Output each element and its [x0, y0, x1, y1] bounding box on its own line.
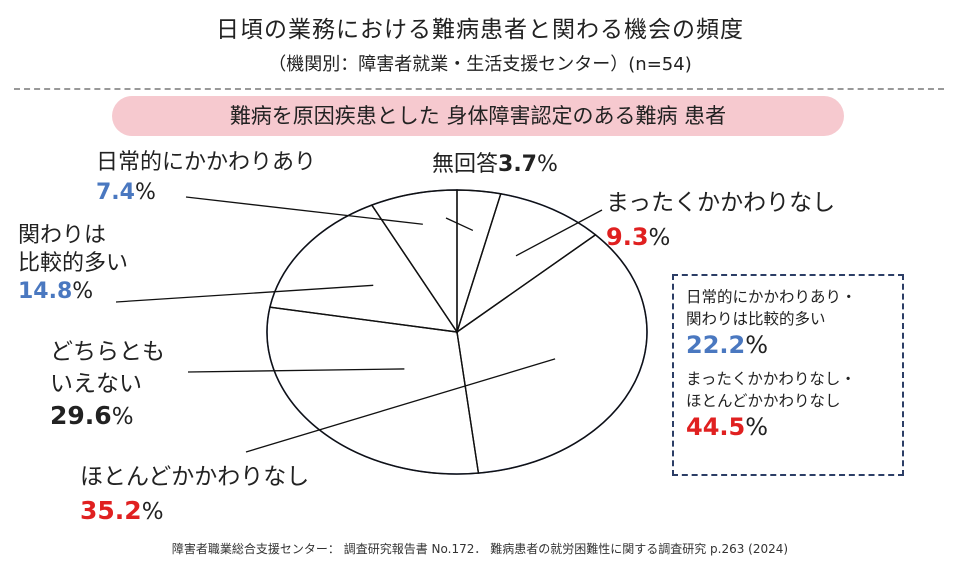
- source-citation: 障害者職業総合支援センター： 調査研究報告書 No.172． 難病患者の就労困難…: [171, 542, 789, 556]
- label-rarely-text: ほとんどかかわりなし: [80, 464, 310, 490]
- label-daily-pct: 7.4%: [96, 180, 156, 205]
- label-often-pct-value: 14.8: [18, 279, 73, 304]
- label-neutral-pct: 29.6%: [50, 401, 134, 430]
- label-neutral-text-1: どちらとも: [50, 339, 165, 365]
- label-rarely-pct-value: 35.2: [80, 496, 142, 525]
- summary-1-label-1: 日常的にかかわりあり・: [686, 288, 857, 306]
- leader-line-5: [185, 196, 423, 225]
- label-never: まったくかかわりなし 9.3%: [606, 186, 835, 255]
- label-noanswer-text: 無回答: [432, 152, 499, 177]
- label-noanswer: 無回答3.7%: [432, 152, 558, 177]
- pie-slice-1: [455, 193, 597, 334]
- label-daily: 日常的にかかわりあり 7.4%: [96, 148, 316, 208]
- leader-line-0: [445, 217, 474, 232]
- label-never-text: まったくかかわりなし: [606, 190, 836, 216]
- label-neutral: どちらとも いえない 29.6%: [50, 336, 165, 433]
- label-neutral-pct-value: 29.6: [50, 401, 112, 430]
- summary-1-pct-value: 22.2: [686, 331, 746, 359]
- label-daily-pct-value: 7.4: [96, 180, 135, 205]
- label-never-pct: 9.3%: [606, 223, 671, 251]
- chart-title: 日頃の業務における難病患者と関わる機会の頻度: [216, 17, 744, 43]
- label-daily-text: 日常的にかかわりあり: [96, 150, 317, 175]
- summary-2-label-2: ほとんどかかわりなし: [686, 392, 841, 410]
- label-neutral-text-2: いえない: [50, 371, 142, 397]
- summary-1-label-2: 関わりは比較的多い: [686, 310, 826, 328]
- pie-slice-3: [266, 306, 480, 475]
- summary-box: 日常的にかかわりあり・ 関わりは比較的多い 22.2% まったくかかわりなし・ …: [672, 274, 904, 476]
- chart-subtitle: （機関別：障害者就業・生活支援センター）(n=54): [268, 54, 692, 75]
- label-rarely: ほとんどかかわりなし 35.2%: [80, 460, 309, 529]
- leader-line-3: [187, 368, 405, 373]
- summary-2-pct-value: 44.5: [686, 413, 746, 441]
- summary-2-pct: 44.5%: [686, 413, 769, 441]
- label-often: 関わりは 比較的多い 14.8%: [18, 222, 128, 306]
- pie-slice-4: [269, 204, 459, 333]
- label-noanswer-pct-value: 3.7: [498, 152, 537, 177]
- leader-line-2: [245, 358, 556, 453]
- pie-slice-5: [370, 189, 458, 335]
- leader-line-4: [115, 284, 374, 303]
- label-never-pct-value: 9.3: [606, 223, 649, 251]
- label-often-text-2: 比較的多い: [18, 251, 129, 276]
- leader-line-1: [515, 209, 603, 257]
- pie-slice-2: [456, 233, 648, 474]
- dashed-divider: [14, 88, 944, 90]
- category-label: 難病を原因疾患とした 身体障害認定のある難病 患者: [112, 96, 844, 136]
- label-rarely-pct: 35.2%: [80, 496, 164, 525]
- label-often-pct: 14.8%: [18, 279, 94, 304]
- label-often-text-1: 関わりは: [18, 223, 107, 248]
- summary-2-label-1: まったくかかわりなし・: [686, 370, 856, 388]
- summary-1-pct: 22.2%: [686, 331, 769, 359]
